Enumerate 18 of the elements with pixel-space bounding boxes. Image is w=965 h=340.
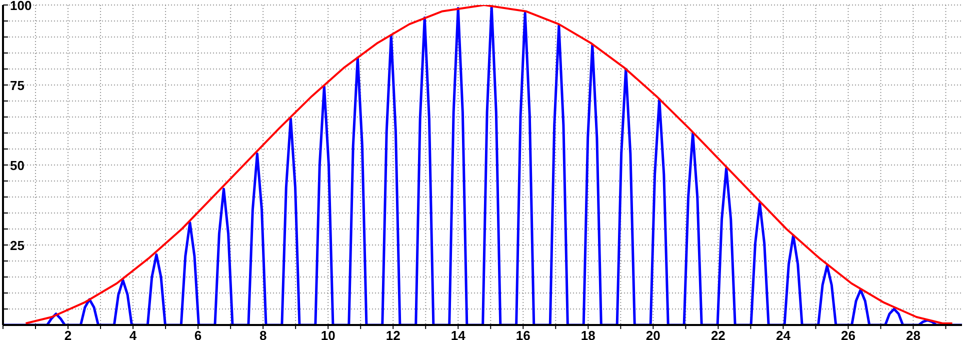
x-tick-label: 4 [129,328,138,340]
x-tick-label: 18 [580,328,596,340]
x-tick-label: 20 [646,328,660,340]
x-tick-label: 8 [259,328,267,340]
y-tick-label: 25 [10,238,24,253]
x-tick-label: 14 [450,328,466,340]
x-tick-label: 16 [516,328,530,340]
y-tick-label: 50 [10,158,24,173]
x-tick-label: 12 [386,328,400,340]
x-tick-label: 6 [194,328,202,340]
y-tick-label: 75 [10,78,24,93]
x-tick-label: 26 [840,328,856,340]
x-tick-label: 10 [320,328,336,340]
x-tick-label: 22 [710,328,726,340]
x-tick-label: 2 [64,328,72,340]
y-tick-label: 100 [10,0,32,13]
x-tick-label: 28 [906,328,920,340]
x-tick-label: 24 [776,328,792,340]
